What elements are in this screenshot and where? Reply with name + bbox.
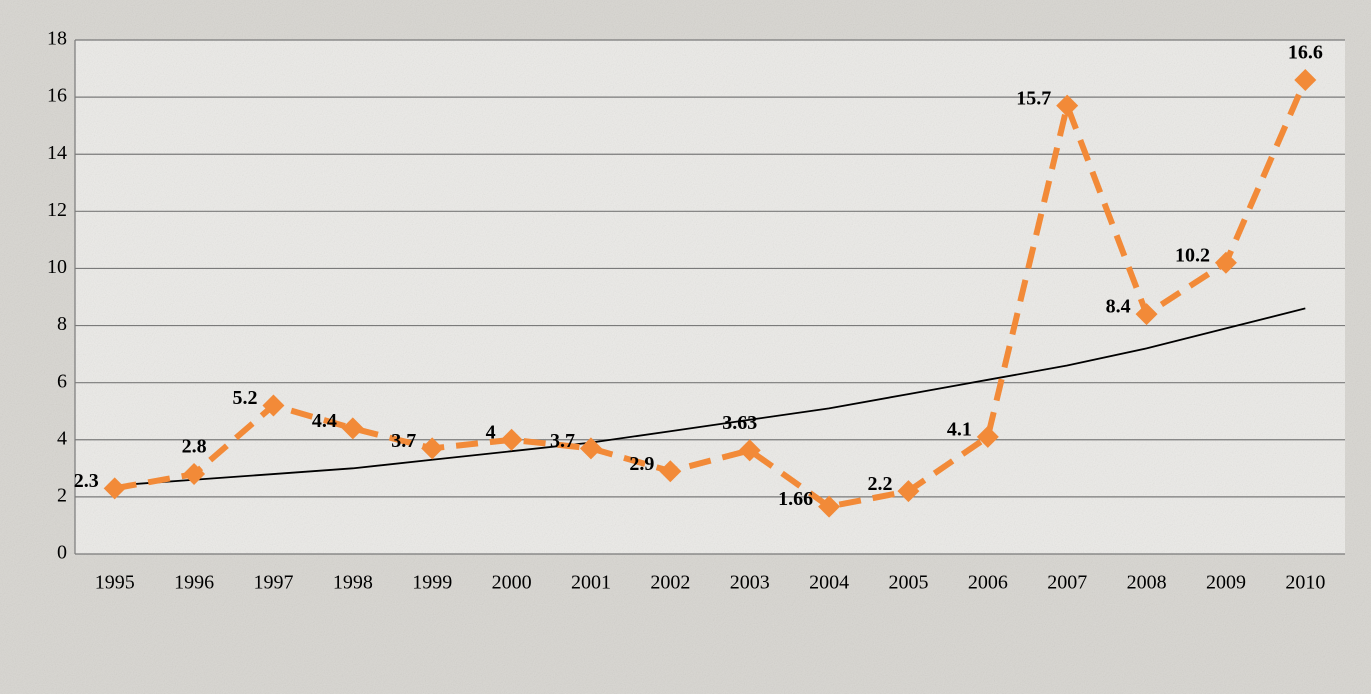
- value-label: 4.1: [947, 419, 972, 441]
- y-tick-label: 16: [47, 85, 67, 107]
- x-tick-label: 2005: [888, 572, 928, 594]
- marker: [976, 425, 999, 448]
- value-label: 2.3: [74, 470, 99, 492]
- value-label: 8.4: [1106, 296, 1131, 318]
- x-tick-label: 2006: [968, 572, 1008, 594]
- x-tick-label: 1998: [333, 572, 373, 594]
- value-label: 2.8: [182, 436, 207, 458]
- marker: [1056, 94, 1079, 117]
- marker: [500, 428, 523, 451]
- marker: [103, 477, 126, 500]
- y-tick-label: 0: [57, 542, 67, 564]
- value-label: 4.4: [312, 410, 337, 432]
- value-label: 3.7: [391, 430, 416, 452]
- value-label: 10.2: [1175, 244, 1210, 266]
- value-label: 16.6: [1288, 42, 1323, 64]
- y-tick-label: 4: [57, 427, 67, 449]
- x-tick-label: 2003: [730, 572, 770, 594]
- marker: [341, 417, 364, 440]
- value-label: 1.66: [778, 488, 813, 510]
- marker: [659, 460, 682, 483]
- value-label: 5.2: [232, 387, 257, 409]
- marker: [262, 394, 285, 417]
- value-label: 3.7: [550, 430, 575, 452]
- value-label: 2.9: [629, 453, 654, 475]
- plot-texture: [75, 40, 1345, 554]
- y-tick-label: 8: [57, 313, 67, 335]
- marker: [1214, 251, 1237, 274]
- data-line: [114, 78, 1309, 510]
- x-tick-label: 1996: [174, 572, 214, 594]
- y-tick-label: 2: [57, 484, 67, 506]
- value-label: 3.63: [722, 412, 757, 434]
- value-label: 4: [486, 421, 496, 443]
- x-tick-label: 2001: [571, 572, 611, 594]
- marker: [897, 480, 920, 503]
- marker: [1294, 68, 1317, 91]
- y-tick-label: 18: [47, 28, 67, 50]
- x-tick-label: 1997: [253, 572, 293, 594]
- marker: [579, 437, 602, 460]
- y-tick-label: 10: [47, 256, 67, 278]
- y-tick-label: 6: [57, 370, 67, 392]
- y-tick-label: 12: [47, 199, 67, 221]
- x-tick-label: 2004: [809, 572, 849, 594]
- value-label: 15.7: [1016, 87, 1051, 109]
- value-label: 2.2: [867, 473, 892, 495]
- x-tick-label: 2010: [1285, 572, 1325, 594]
- y-tick-label: 14: [47, 142, 67, 164]
- marker: [183, 463, 206, 486]
- trend-line: [114, 307, 1306, 487]
- x-tick-label: 2002: [650, 572, 690, 594]
- x-tick-label: 2007: [1047, 572, 1087, 594]
- marker: [818, 495, 841, 518]
- x-tick-label: 2000: [492, 572, 532, 594]
- x-tick-label: 1999: [412, 572, 452, 594]
- x-tick-label: 2009: [1206, 572, 1246, 594]
- marker: [738, 439, 761, 462]
- marker: [1135, 303, 1158, 326]
- x-tick-label: 2008: [1127, 572, 1167, 594]
- marker: [421, 437, 444, 460]
- x-tick-label: 1995: [95, 572, 135, 594]
